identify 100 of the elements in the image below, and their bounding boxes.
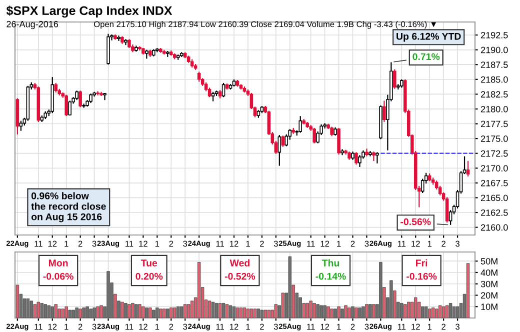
bar	[64, 306, 68, 318]
y-tick-label: 2180.0	[481, 106, 508, 112]
x-tick-label: 1	[64, 324, 68, 330]
x-tick-label: 3	[456, 240, 460, 247]
y-tick-label: 2192.5	[481, 32, 508, 38]
x-tick-label: 1	[155, 324, 160, 330]
candlestick	[337, 127, 340, 156]
bar	[312, 302, 316, 318]
bar	[222, 302, 226, 318]
x-tick-label: 3	[92, 324, 96, 330]
x-tick-label: 1	[64, 240, 68, 247]
x-tick-label: 2	[78, 240, 82, 247]
x-tick-label: 2	[350, 240, 355, 247]
candlestick	[78, 90, 82, 108]
bar	[142, 306, 145, 318]
bar	[82, 308, 86, 318]
annotation: Up 6.12% YTD	[396, 32, 461, 42]
bar	[281, 292, 285, 318]
bar	[348, 308, 351, 318]
bar	[400, 302, 404, 318]
candlestick	[393, 68, 396, 90]
bar	[236, 308, 240, 318]
bar	[358, 308, 362, 318]
y-tick-label: 50M	[480, 258, 498, 264]
candlestick	[103, 92, 106, 101]
x-tick-label: 11	[34, 240, 42, 247]
x-tick-label: 12	[412, 240, 420, 247]
x-tick-label: 1	[246, 324, 250, 330]
bar	[344, 305, 348, 318]
x-tick-label: 2	[260, 324, 264, 330]
bar	[120, 302, 124, 318]
candlestick	[222, 82, 226, 98]
bar	[264, 310, 268, 318]
bar	[431, 308, 435, 318]
candlestick	[68, 100, 72, 116]
annotation: Tue 0.20%	[136, 260, 163, 280]
x-tick-label: 11	[126, 324, 134, 330]
bar	[145, 308, 148, 318]
x-tick-label: 11	[34, 324, 42, 330]
bar	[253, 308, 257, 318]
bar	[170, 308, 173, 318]
bar	[334, 308, 337, 318]
bar	[173, 308, 176, 318]
bar	[326, 306, 330, 318]
bar	[407, 302, 410, 318]
bar	[442, 306, 446, 318]
annotation: Open 2175.10 High 2187.94 Low 2160.39 Close 2169.04 Volume 1.9B Chg -3.43 (-0.16%) ▼	[94, 21, 436, 29]
bar	[100, 305, 103, 318]
candlestick	[376, 152, 379, 164]
bar	[128, 304, 131, 318]
candlestick	[312, 127, 316, 144]
x-tick-label: 11	[307, 240, 315, 247]
x-tick-label: 1	[337, 324, 341, 330]
x-tick-label: 3	[364, 240, 369, 247]
bar	[274, 304, 278, 318]
candlestick	[211, 91, 215, 102]
bar	[362, 306, 365, 318]
x-tick-label: 2	[442, 240, 446, 247]
bar	[232, 306, 236, 318]
bar	[162, 308, 166, 318]
bar	[26, 298, 30, 318]
x-tick-label: 2	[169, 240, 174, 247]
bar	[208, 300, 212, 318]
y-tick-label: 2175.0	[481, 136, 508, 142]
bar	[306, 302, 309, 318]
bar	[50, 306, 54, 318]
y-tick-label: 2160.0	[481, 224, 508, 231]
x-tick-label: 12	[230, 324, 238, 330]
bar	[438, 305, 442, 318]
bar	[260, 310, 264, 318]
bar	[186, 304, 190, 318]
candlestick	[382, 100, 386, 123]
bar	[61, 308, 64, 318]
y-tick-label: 2177.5	[481, 120, 508, 128]
bar	[211, 302, 215, 318]
candlestick	[54, 82, 58, 93]
bar	[131, 302, 134, 318]
y-tick-label: 10M	[481, 304, 498, 310]
candlestick	[278, 134, 282, 166]
x-tick-label: 12	[139, 240, 148, 247]
x-tick-label: 2	[78, 324, 82, 330]
candlestick	[466, 160, 470, 177]
x-tick-label: 11	[216, 324, 224, 330]
chart-subtitle: 26-Aug-2016	[6, 20, 58, 30]
y-tick-label: 30M	[480, 280, 498, 288]
bar	[456, 306, 460, 318]
bar	[239, 308, 243, 318]
bar	[156, 308, 159, 318]
bar	[124, 302, 128, 318]
bar	[166, 308, 170, 318]
bar	[47, 305, 50, 318]
annotation: -0.56%	[400, 218, 431, 226]
bar	[368, 304, 372, 318]
annotation: Fri -0.16%	[406, 259, 437, 280]
bar	[351, 306, 354, 318]
x-tick-label: 12	[139, 324, 148, 330]
bar	[218, 302, 222, 318]
bar	[379, 262, 382, 318]
candlestick	[197, 71, 201, 82]
candlestick	[96, 90, 100, 96]
